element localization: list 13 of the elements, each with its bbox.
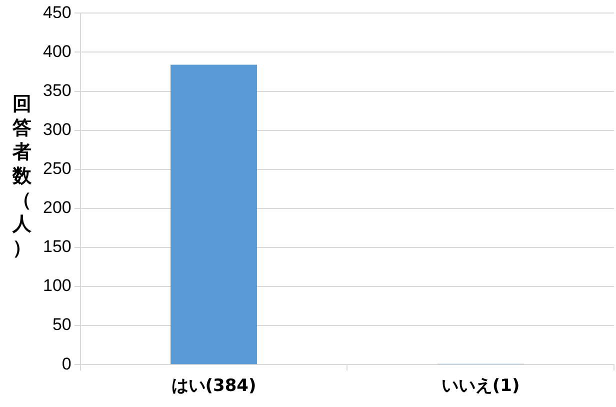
- y-tick-label: 150: [42, 237, 72, 256]
- y-tick-label: 300: [42, 120, 72, 140]
- y-tick-label: 0: [62, 354, 72, 374]
- y-tick-label: 100: [42, 276, 72, 296]
- y-tick-label: 250: [42, 159, 72, 178]
- y-tick-label: 400: [42, 42, 72, 61]
- y-tick-label: 200: [42, 198, 72, 218]
- y-tick-label: 50: [52, 315, 72, 334]
- y-tick-label: 450: [42, 2, 72, 22]
- y-tick-label: 350: [42, 80, 72, 100]
- y-axis-title: 回答者数（人）: [11, 92, 32, 260]
- x-tick-label: いいえ(1): [441, 376, 520, 396]
- x-tick-label: はい(384): [171, 376, 256, 396]
